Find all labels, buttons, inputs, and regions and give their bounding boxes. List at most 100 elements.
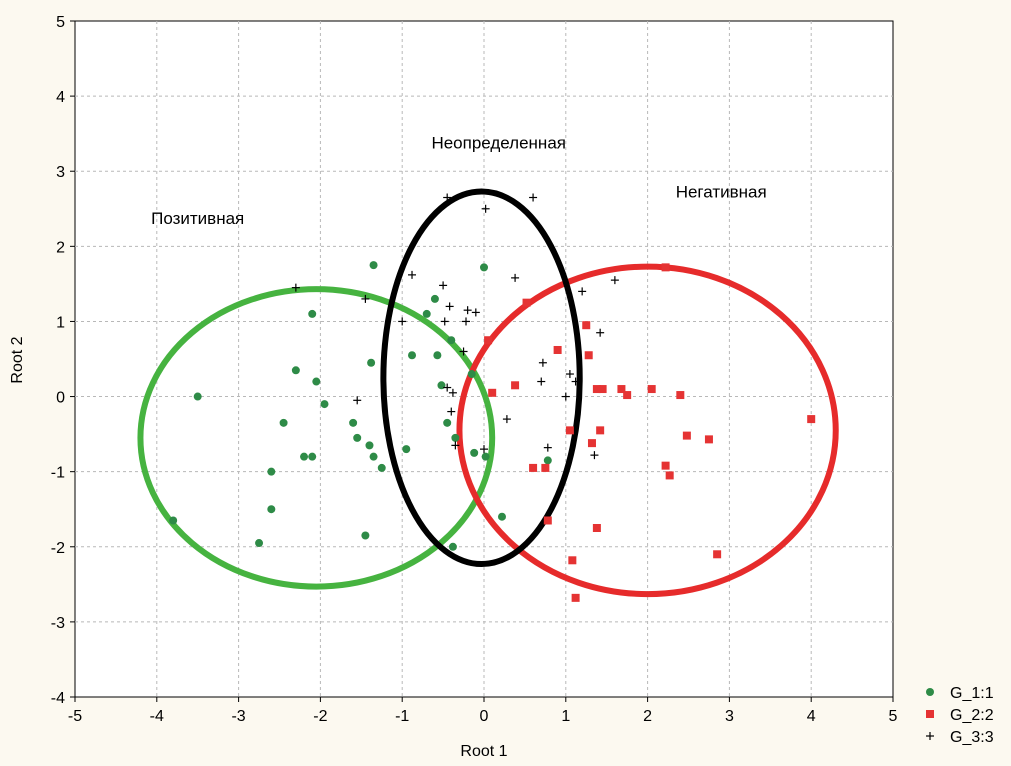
data-point-g2 [665,471,674,480]
x-tick-label: 5 [889,708,898,725]
data-point-g1 [430,294,439,303]
x-tick-label: 0 [480,708,489,725]
x-tick-label: 4 [807,708,816,725]
data-point-g2 [676,391,685,400]
data-point-g1 [349,418,358,427]
data-point-g1 [408,351,417,360]
data-point-g2 [647,385,656,394]
data-point-g2 [582,321,591,330]
data-point-g1 [267,467,276,476]
data-point-g3 [459,347,468,356]
ellipse-G-1-1 [137,286,496,590]
data-point-g3 [578,287,587,296]
data-point-g1 [353,433,362,442]
data-point-g2 [596,426,605,435]
legend-label: G_3:3 [950,729,994,746]
data-point-g3 [443,193,452,202]
data-point-g2 [553,345,562,354]
x-axis-label: Root 1 [460,743,507,760]
data-point-g2 [565,426,574,435]
ellipse-G-2-2 [456,263,839,598]
data-point-g1 [451,433,460,442]
data-point-g3 [565,370,574,379]
data-point-g2 [511,381,520,390]
y-tick-label: 0 [56,390,65,407]
legend-marker-g3 [926,732,934,740]
data-point-g2 [713,550,722,559]
legend-label: G_2:2 [950,707,994,724]
data-point-g3 [361,294,370,303]
annotation-label: Негативная [676,183,767,202]
annotation-label: Позитивная [151,209,244,228]
y-tick-label: 3 [56,164,65,181]
data-point-g1 [365,441,374,450]
data-point-g1 [308,309,317,318]
data-point-g3 [596,328,605,337]
data-point-g3 [537,377,546,386]
data-point-g1 [448,542,457,551]
y-tick-label: -3 [51,615,65,632]
data-point-g2 [522,298,531,307]
annotations: Позитивная Неопределенная Негативная [151,134,767,228]
data-point-g1 [308,452,317,461]
x-tick-label: -3 [231,708,245,725]
data-point-g1 [543,456,552,465]
data-point-g1 [320,400,329,409]
data-point-g3 [463,306,472,315]
x-tick-label: 3 [725,708,734,725]
x-tick-label: 1 [561,708,570,725]
data-point-g1 [402,445,411,454]
y-tick-label: 5 [56,14,65,31]
legend-marker-g2 [926,710,934,718]
data-point-g2 [571,593,580,602]
data-point-g1 [369,452,378,461]
y-tick-label: -1 [51,465,65,482]
data-point-g2 [568,556,577,565]
data-point-g1 [480,263,488,272]
data-point-g1 [377,463,386,472]
data-point-g2 [587,439,596,448]
y-axis-label: Root 2 [9,336,26,383]
data-point-g2 [682,431,691,440]
data-point-g3 [353,396,362,405]
data-point-g1 [481,452,490,461]
data-point-g3 [443,383,452,392]
grid-lines [75,21,893,697]
data-point-g1 [443,418,452,427]
data-point-g3 [291,283,300,292]
data-point-g3 [408,270,417,279]
x-tick-label: -2 [313,708,327,725]
x-tick-label: -4 [150,708,164,725]
data-point-g1 [169,516,178,525]
data-point-g2 [543,516,552,525]
data-point-g3 [448,388,457,397]
data-point-g3 [571,377,580,386]
data-point-g3 [610,276,619,285]
data-point-g3 [481,204,490,213]
data-point-g3 [439,281,448,290]
x-tick-label: 2 [643,708,652,725]
legend: G_1:1 G_2:2 G_3:3 [926,685,994,746]
data-point-g3 [511,273,520,282]
data-point-g2 [592,524,601,532]
data-point-g3 [462,317,471,326]
data-point-g1 [361,531,370,540]
y-tick-label: -4 [51,690,65,707]
data-point-g2 [529,463,538,472]
data-point-g1 [367,358,376,367]
data-points [169,193,816,602]
data-point-g2 [488,388,497,397]
legend-label: G_1:1 [950,685,994,702]
data-point-g2 [623,391,632,400]
data-point-g2 [617,385,626,394]
data-point-g1 [193,392,202,401]
data-point-g1 [369,261,378,270]
legend-marker-g1 [926,688,934,696]
annotation-label: Неопределенная [431,134,566,153]
data-point-g2 [484,336,493,345]
data-point-g2 [704,435,713,444]
data-point-g1 [433,351,442,360]
